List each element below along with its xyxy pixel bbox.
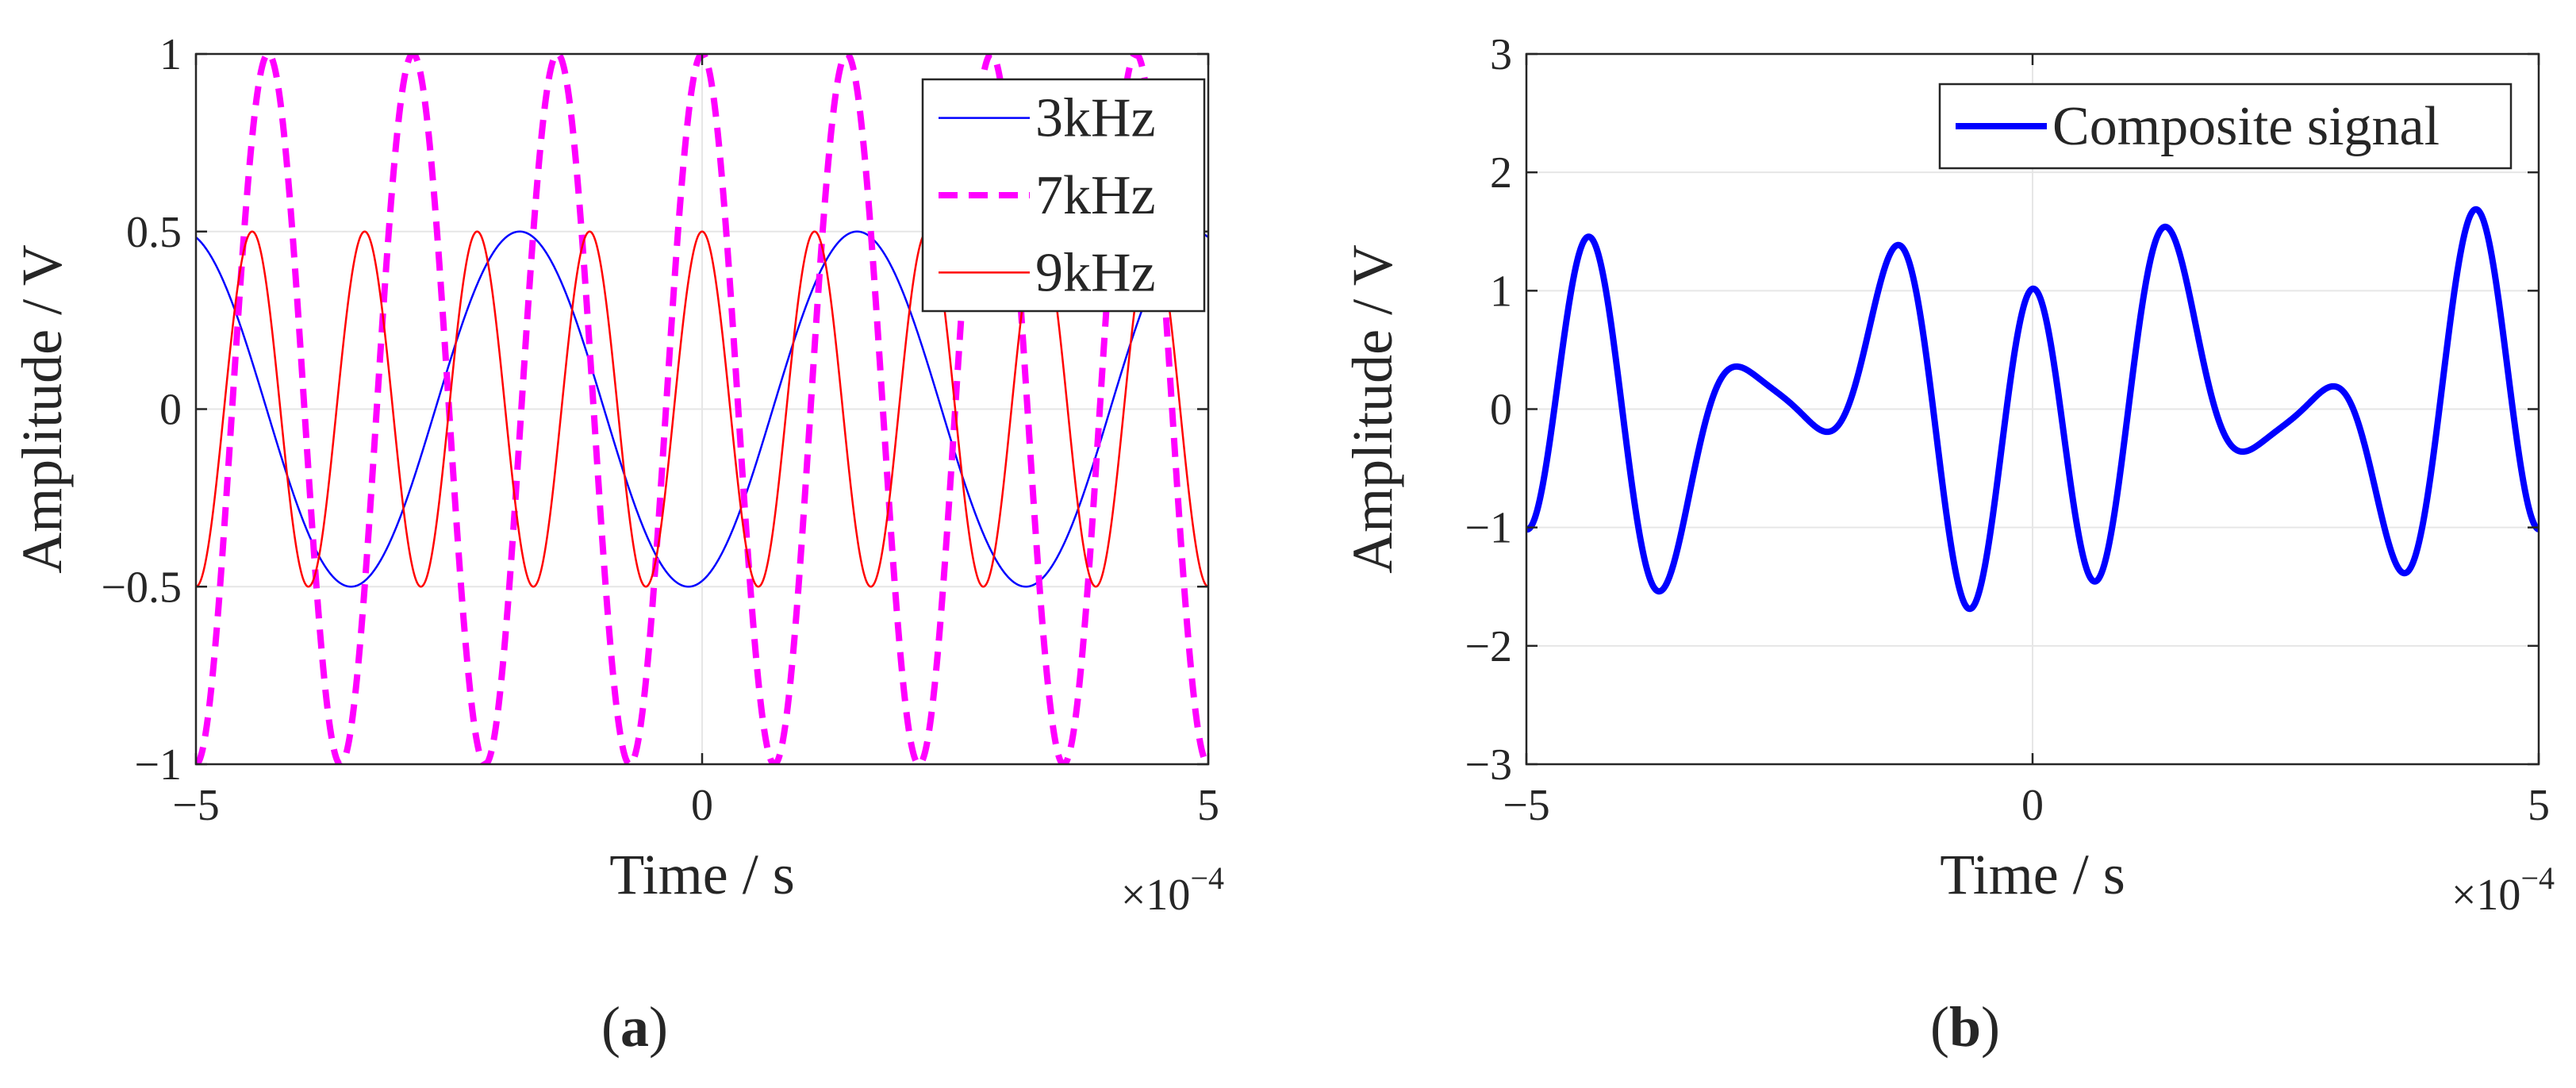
series-line-7khz [196, 54, 1208, 764]
x-tick-label-0: −5 [172, 781, 220, 830]
legend-label-7khz: 7kHz [1035, 165, 1156, 226]
chart-panel-a: −5 0 5 −1 −0.5 0 0.5 1 ×10−4 Time / s Amplitude / … [10, 30, 1224, 920]
legend-label-composite-signal: Composite signal [2052, 96, 2440, 157]
x-exponent-label-0: ×10−4 [1121, 860, 1224, 920]
x-exponent-base: ×10 [2451, 871, 2521, 920]
y-tick-label-2: −1 [1465, 504, 1512, 553]
caption-b: (b) [1930, 995, 2000, 1059]
caption-a-letter: a [620, 995, 649, 1059]
y-tick-label-4: 1 [159, 30, 182, 79]
caption-b-open: ( [1930, 995, 1949, 1059]
x-tick-label-2: 5 [2528, 781, 2550, 830]
y-tick-label-1: −0.5 [101, 563, 182, 612]
caption-a-close: ) [649, 995, 668, 1059]
legend-label-9khz: 9kHz [1035, 242, 1156, 303]
x-tick-label-1: 0 [2021, 781, 2044, 830]
x-exponent-base: ×10 [1121, 871, 1191, 920]
series-line-composite-signal [1526, 206, 2539, 613]
x-tick-label-1: 0 [691, 781, 713, 830]
caption-b-letter: b [1949, 995, 1981, 1059]
y-axis-label-0: Amplitude / V [10, 244, 74, 574]
y-tick-label-2: 0 [159, 386, 182, 435]
y-tick-label-5: 2 [1490, 148, 1512, 198]
caption-b-close: ) [1981, 995, 2000, 1059]
x-exponent-power: −4 [2520, 860, 2555, 896]
x-exponent-label-1: ×10−4 [2451, 860, 2555, 920]
chart-panel-b: −5 0 5 −3 −2 −1 0 1 2 3 ×10−4 Time / s Amplitude / V… [1341, 30, 2555, 920]
legend-label-3khz: 3kHz [1035, 88, 1156, 149]
y-tick-label-0: −3 [1465, 740, 1512, 790]
y-tick-label-3: 0.5 [126, 208, 182, 257]
x-tick-label-0: −5 [1503, 781, 1550, 830]
y-tick-label-6: 3 [1490, 30, 1512, 79]
y-tick-label-0: −1 [134, 740, 182, 790]
y-tick-label-4: 1 [1490, 267, 1512, 316]
caption-a: (a) [601, 995, 668, 1059]
x-axis-label-1: Time / s [1940, 843, 2125, 906]
y-tick-label-1: −2 [1465, 622, 1512, 671]
caption-a-open: ( [601, 995, 620, 1059]
plot-area-1 [1526, 206, 2539, 613]
y-tick-label-3: 0 [1490, 386, 1512, 435]
y-axis-label-1: Amplitude / V [1341, 244, 1404, 574]
x-axis-label-0: Time / s [609, 843, 794, 906]
x-tick-label-2: 5 [1197, 781, 1219, 830]
x-exponent-power: −4 [1190, 860, 1224, 896]
